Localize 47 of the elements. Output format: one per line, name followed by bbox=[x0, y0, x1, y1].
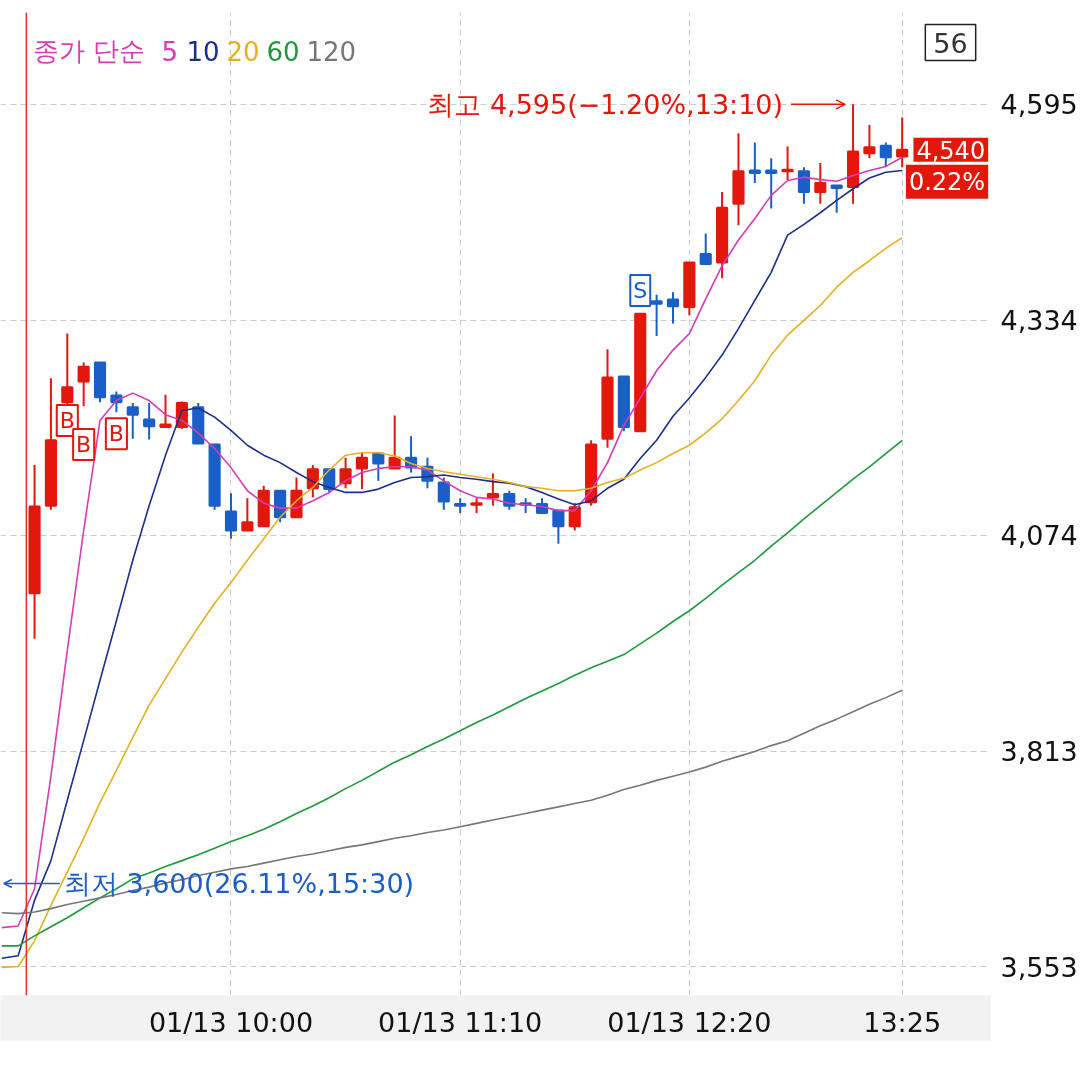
y-tick-label: 3,553 bbox=[1000, 951, 1078, 983]
candlestick bbox=[748, 141, 761, 184]
candlestick bbox=[879, 141, 892, 168]
annotation: 0.22% bbox=[908, 167, 986, 196]
y-tick-label: 4,595 bbox=[1000, 89, 1078, 121]
x-tick-label: 01/13 11:10 bbox=[378, 1006, 543, 1038]
text: B bbox=[76, 431, 92, 457]
candlestick bbox=[797, 166, 811, 205]
line-series bbox=[1, 689, 903, 915]
legend-title: 종가 단순 bbox=[32, 35, 145, 66]
candlestick bbox=[143, 402, 156, 441]
candlestick bbox=[224, 492, 238, 540]
series-label: S bbox=[633, 278, 648, 304]
annotation: 최고 4,595(−1.20%,13:10) bbox=[427, 88, 784, 120]
candlestick bbox=[437, 476, 450, 511]
y-tick-label: 4,074 bbox=[1000, 520, 1078, 552]
candlestick bbox=[503, 489, 516, 511]
series-label: B bbox=[59, 407, 75, 433]
text: 5 bbox=[161, 36, 179, 67]
text: 4,540 bbox=[916, 136, 986, 165]
text: 10 bbox=[186, 36, 220, 67]
candlestick bbox=[568, 502, 581, 532]
text: 60 bbox=[266, 36, 300, 67]
y-tick-label: 4,334 bbox=[1000, 305, 1078, 337]
candlestick bbox=[896, 116, 909, 169]
x-tick-label: 01/13 10:00 bbox=[148, 1006, 314, 1038]
candlestick bbox=[486, 472, 499, 507]
y-tick-label: 3,813 bbox=[1000, 736, 1078, 768]
candlestick bbox=[355, 451, 369, 491]
x-tick-label: 01/13 12:20 bbox=[607, 1006, 772, 1038]
candlestick bbox=[765, 157, 778, 210]
candlestick bbox=[552, 509, 565, 545]
candlestick bbox=[863, 124, 876, 160]
candlestick bbox=[159, 393, 172, 429]
candlestick bbox=[781, 145, 794, 182]
candlestick bbox=[814, 162, 827, 205]
text: 120 bbox=[306, 36, 357, 67]
candlestick bbox=[241, 497, 254, 532]
candlestick bbox=[77, 361, 90, 408]
x-tick-label: 13:25 bbox=[863, 1006, 942, 1038]
candlestick bbox=[699, 232, 712, 266]
text: B bbox=[108, 421, 124, 447]
candlestick bbox=[830, 184, 843, 214]
text: 20 bbox=[226, 36, 260, 67]
candlestick bbox=[666, 291, 680, 325]
text: 56 bbox=[933, 27, 968, 59]
candlestick bbox=[126, 402, 139, 440]
